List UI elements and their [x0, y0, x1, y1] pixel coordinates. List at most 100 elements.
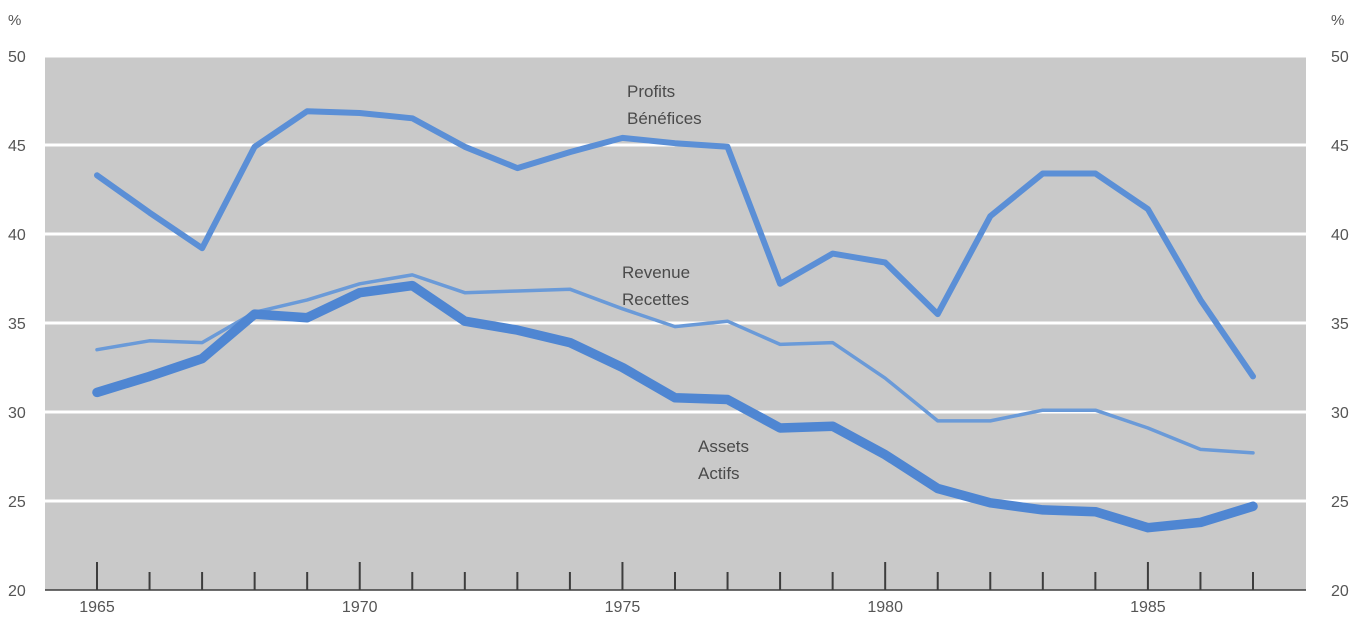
data-point-assets: [937, 487, 939, 490]
data-point-profits: [148, 212, 151, 214]
data-point-assets: [359, 292, 361, 294]
data-point-profits: [621, 137, 624, 139]
x-tick-label: 1975: [605, 599, 641, 616]
data-point-assets: [989, 502, 991, 504]
data-point-assets: [201, 358, 203, 360]
y-tick-label-right: 30: [1331, 405, 1349, 422]
data-point-profits: [306, 110, 308, 112]
series-label-assets: Assets: [698, 437, 749, 456]
data-point-assets: [516, 329, 518, 331]
data-point-assets: [569, 341, 571, 344]
y-tick-label-right: 50: [1331, 49, 1349, 66]
x-tick-label: 1980: [867, 599, 903, 616]
data-point-revenue: [411, 274, 413, 276]
y-tick-label-left: 30: [8, 405, 26, 422]
data-point-assets: [1042, 509, 1044, 511]
data-point-profits: [254, 146, 256, 148]
data-point-profits: [1147, 208, 1149, 210]
data-point-revenue: [306, 299, 308, 301]
data-point-assets: [621, 366, 624, 369]
y-tick-label-right: 25: [1331, 494, 1349, 511]
data-point-profits: [201, 247, 203, 249]
y-tick-label-right: 45: [1331, 138, 1349, 155]
y-tick-label-left: 40: [8, 227, 26, 244]
data-point-revenue: [359, 283, 361, 285]
x-tick-label: 1985: [1130, 599, 1166, 616]
series-label-benefices: Bénéfices: [627, 109, 702, 128]
data-point-revenue: [569, 288, 571, 290]
x-axis-ticks: [96, 562, 1254, 590]
data-point-assets: [306, 317, 308, 319]
data-point-profits: [96, 174, 98, 176]
data-point-profits: [359, 112, 361, 114]
data-point-revenue: [201, 341, 203, 344]
y-tick-label-left: 50: [8, 49, 26, 66]
y-tick-label-left: 25: [8, 494, 26, 511]
y-tick-label-right: 20: [1331, 583, 1349, 600]
series-label-revenue: Revenue: [622, 263, 690, 282]
data-point-revenue: [989, 420, 991, 422]
left-y-axis: 20 25 30 35 40 45 50: [8, 49, 26, 600]
data-point-assets: [1094, 511, 1096, 513]
data-point-profits: [989, 215, 991, 217]
data-point-revenue: [674, 325, 676, 328]
data-point-revenue: [1147, 427, 1149, 429]
data-point-profits: [411, 117, 413, 119]
left-axis-unit: %: [8, 12, 22, 29]
y-tick-label-left: 35: [8, 316, 26, 333]
data-point-assets: [96, 391, 98, 394]
data-point-profits: [516, 167, 518, 169]
data-point-profits: [464, 146, 466, 148]
data-point-assets: [464, 320, 466, 322]
data-point-revenue: [832, 341, 834, 344]
data-point-profits: [937, 313, 939, 315]
data-point-revenue: [1094, 409, 1096, 411]
y-tick-label-left: 20: [8, 583, 26, 600]
data-point-assets: [779, 427, 781, 429]
data-point-profits: [569, 151, 571, 153]
data-point-revenue: [96, 349, 98, 351]
series-lines: [92, 108, 1258, 533]
data-point-profits: [884, 261, 886, 264]
series-label-profits: Profits: [627, 82, 675, 101]
data-point-assets: [832, 425, 834, 427]
data-point-profits: [779, 283, 781, 285]
data-point-assets: [148, 375, 151, 377]
data-point-assets: [1252, 505, 1254, 507]
data-point-assets: [411, 285, 413, 287]
data-point-revenue: [1252, 452, 1254, 454]
data-point-assets: [884, 454, 886, 456]
x-tick-label: 1965: [79, 599, 115, 616]
data-point-profits: [674, 142, 676, 144]
data-point-assets: [674, 397, 676, 399]
data-point-revenue: [516, 290, 518, 292]
data-point-revenue: [884, 377, 886, 379]
data-point-assets: [1147, 527, 1149, 529]
data-point-profits: [726, 146, 729, 148]
data-point-revenue: [1042, 409, 1044, 411]
data-point-profits: [1199, 299, 1202, 301]
data-point-revenue: [1199, 448, 1202, 450]
data-point-profits: [1094, 172, 1096, 175]
data-point-revenue: [726, 320, 729, 322]
data-point-revenue: [148, 340, 151, 342]
data-point-assets: [1199, 521, 1202, 523]
data-point-profits: [832, 252, 834, 255]
series-label-actifs: Actifs: [698, 464, 740, 483]
data-point-revenue: [937, 420, 939, 422]
data-point-assets: [254, 313, 256, 315]
y-tick-label-right: 40: [1331, 227, 1349, 244]
x-axis: 1965 1970 1975 1980 1985: [79, 599, 1166, 616]
series-label-recettes: Recettes: [622, 290, 689, 309]
y-tick-label-right: 35: [1331, 316, 1349, 333]
data-point-assets: [726, 398, 729, 401]
data-point-revenue: [621, 308, 624, 310]
data-point-revenue: [779, 343, 781, 345]
data-point-revenue: [464, 292, 466, 294]
y-tick-label-left: 45: [8, 138, 26, 155]
x-tick-label: 1970: [342, 599, 378, 616]
data-point-profits: [1252, 375, 1254, 377]
data-point-profits: [1042, 172, 1044, 175]
right-axis-unit: %: [1331, 12, 1345, 29]
